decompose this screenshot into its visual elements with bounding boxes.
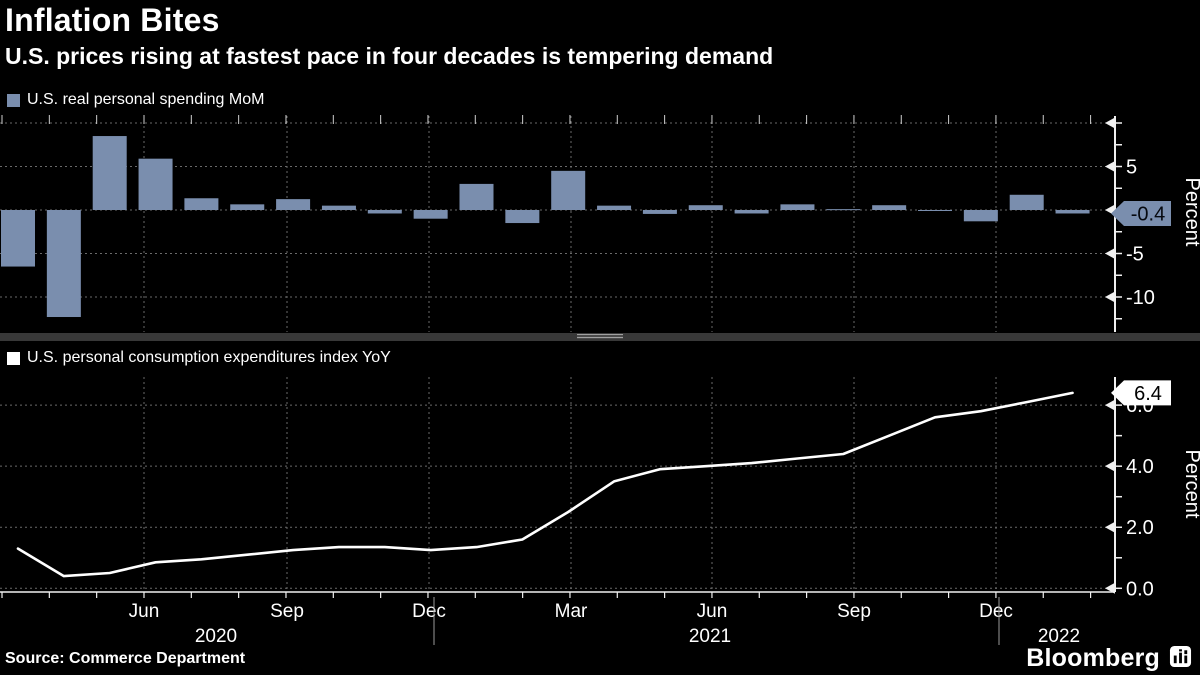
bar-Dec-2021 [963,210,998,222]
bar-May-2020 [92,136,127,210]
bar-Sep-2021 [826,209,861,211]
bar-Apr-2021 [597,205,632,210]
bar-Dec-2020 [413,210,448,219]
page-subtitle: U.S. prices rising at fastest pace in fo… [5,43,774,69]
last-value-badge [1111,200,1171,226]
svg-text:4.0: 4.0 [1126,456,1154,478]
bar-Oct-2020 [321,205,356,210]
year-label: 2020 [195,626,237,647]
legend-pce-label: U.S. personal consumption expenditures i… [27,349,391,366]
bar-Aug-2020 [230,204,265,210]
legend-spending-swatch [7,93,20,107]
bloomberg-wordmark: Bloomberg [1026,644,1160,672]
bar-Aug-2021 [780,204,815,210]
svg-text:6.4: 6.4 [1134,383,1162,405]
year-label: 2022 [1038,626,1080,647]
bar-Nov-2020 [367,210,402,214]
pce-line-chart: Jun Sep Dec Mar Jun Sep Dec 2020 2021 2022 6.0 4.0 2… [0,368,1200,650]
bar-Feb-2022 [1055,210,1090,214]
spending-bar-chart-svg: 5 -5 -10 -0.4 Percent [0,115,1200,332]
svg-text:5: 5 [1126,157,1137,179]
bar-Jan-2022 [1009,194,1044,210]
bar-Mar-2020 [1,210,35,267]
bar-Oct-2021 [872,205,907,210]
x-tick-label: Jun [697,601,728,622]
y-axis-title: Percent [1181,178,1200,247]
bar-May-2021 [642,210,677,214]
bar-Jun-2021 [688,205,723,210]
x-tick-label: Sep [837,601,871,622]
bar-Mar-2021 [551,170,586,210]
bar-Jul-2020 [184,198,219,210]
x-tick-label: Dec [412,601,446,622]
legend-pce: U.S. personal consumption expenditures i… [7,349,391,367]
spending-bar-chart: 5 -5 -10 -0.4 Percent [0,110,1200,340]
pce-line [16,391,1074,578]
page-title: Inflation Bites [5,2,220,38]
year-label: 2021 [689,626,731,647]
legend-pce-swatch [7,351,20,365]
svg-text:2.0: 2.0 [1126,517,1154,539]
x-tick-label: Dec [979,601,1013,622]
svg-text:-10: -10 [1126,287,1155,309]
bar-Apr-2020 [46,210,81,318]
source-note: Source: Commerce Department [5,650,246,667]
svg-text:-0.4: -0.4 [1131,203,1165,225]
bar-Jun-2020 [138,158,173,210]
bloomberg-chart-icon [1169,645,1192,673]
svg-text:-5: -5 [1126,244,1144,266]
legend-spending-label: U.S. real personal spending MoM [27,91,265,108]
bar-Nov-2021 [918,210,952,211]
x-tick-label: Mar [555,601,588,622]
panel-divider [0,333,1200,341]
bloomberg-logo: Bloomberg [1026,644,1192,673]
panel-divider-handle[interactable] [577,334,623,339]
x-tick-label: Jun [129,601,160,622]
legend-spending: U.S. real personal spending MoM [7,91,264,109]
svg-text:0.0: 0.0 [1126,578,1154,600]
x-tick-label: Sep [270,601,304,622]
bar-Sep-2020 [276,199,311,210]
bar-Jan-2021 [459,183,494,210]
last-value-badge [1111,380,1171,406]
y-axis-title: Percent [1181,450,1200,519]
bar-Jul-2021 [734,210,769,214]
bar-Feb-2021 [505,210,540,224]
